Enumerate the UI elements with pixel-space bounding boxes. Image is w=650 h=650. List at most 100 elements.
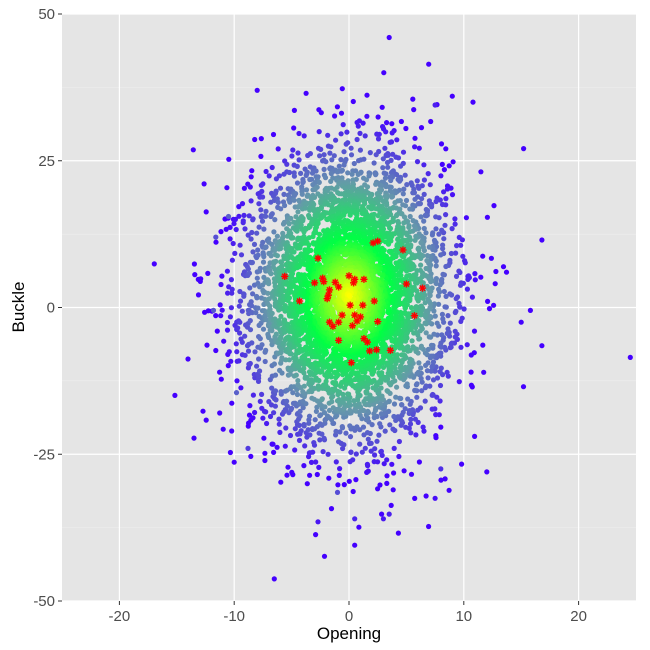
density-point — [384, 457, 390, 463]
density-point — [300, 389, 306, 395]
density-point — [185, 356, 191, 362]
density-point — [260, 259, 267, 265]
density-point — [292, 447, 298, 453]
density-point — [272, 283, 278, 289]
density-point — [424, 253, 430, 259]
density-point — [333, 459, 339, 465]
density-point — [255, 252, 261, 258]
density-point — [384, 480, 390, 486]
density-point — [263, 168, 269, 175]
density-point — [418, 262, 424, 268]
density-point — [336, 439, 342, 445]
density-point — [420, 244, 426, 250]
density-point — [291, 192, 297, 199]
density-point — [217, 410, 223, 416]
density-point — [412, 416, 418, 422]
density-point — [384, 388, 390, 394]
density-point — [384, 202, 390, 208]
density-point — [311, 194, 318, 200]
density-point — [375, 136, 382, 142]
density-point — [416, 336, 422, 342]
density-point — [245, 348, 252, 354]
density-point — [308, 459, 315, 465]
density-point — [367, 150, 373, 156]
density-point — [429, 392, 435, 398]
density-point — [252, 349, 258, 355]
density-point — [297, 408, 303, 414]
density-point — [377, 421, 383, 427]
density-point — [218, 229, 224, 235]
density-point — [269, 310, 275, 316]
density-point — [277, 429, 283, 435]
density-point — [386, 248, 392, 254]
density-point — [225, 290, 231, 296]
density-point — [385, 164, 391, 170]
density-point — [414, 159, 421, 165]
density-point — [430, 359, 437, 365]
density-point — [286, 221, 292, 227]
density-point — [224, 327, 231, 333]
density-point — [301, 383, 307, 389]
density-point — [284, 398, 290, 404]
density-point — [412, 237, 418, 243]
density-point — [231, 459, 237, 465]
density-point — [404, 182, 410, 188]
density-point — [417, 328, 423, 334]
density-point — [439, 311, 445, 317]
density-point — [273, 397, 279, 403]
density-point — [379, 511, 385, 517]
density-point — [218, 313, 224, 319]
density-point — [232, 250, 238, 256]
density-point — [365, 436, 371, 442]
density-point — [422, 320, 428, 326]
density-point — [426, 244, 432, 250]
density-point — [347, 423, 353, 429]
density-point — [356, 401, 362, 407]
density-point — [229, 286, 235, 292]
density-point — [337, 429, 343, 435]
density-point — [377, 182, 383, 188]
density-point — [242, 352, 248, 358]
density-point — [382, 175, 388, 181]
density-point — [314, 398, 320, 404]
density-point — [403, 197, 410, 204]
density-point — [318, 368, 324, 374]
density-point — [272, 372, 279, 378]
density-point — [328, 170, 334, 177]
density-point — [296, 157, 302, 163]
density-point — [429, 406, 435, 412]
density-point — [447, 320, 453, 326]
density-point — [347, 407, 353, 413]
density-point — [274, 233, 280, 239]
density-point — [218, 376, 224, 382]
density-point — [278, 206, 284, 212]
density-point — [332, 186, 338, 192]
density-point — [438, 278, 444, 284]
density-point — [390, 426, 396, 432]
density-point — [296, 130, 302, 137]
density-point — [255, 305, 261, 311]
density-point — [281, 219, 287, 225]
density-point — [256, 224, 262, 230]
density-point — [408, 430, 414, 436]
density-point — [279, 370, 285, 376]
density-point — [395, 530, 401, 536]
density-point — [301, 229, 307, 235]
density-point — [273, 331, 279, 337]
density-point — [423, 493, 429, 499]
density-point — [290, 235, 296, 241]
density-point — [292, 400, 298, 406]
density-point — [246, 412, 253, 418]
density-point — [285, 464, 291, 470]
density-point — [234, 349, 240, 355]
density-point — [255, 247, 261, 253]
density-point — [219, 307, 225, 313]
density-point — [237, 288, 243, 295]
density-point — [412, 387, 418, 393]
density-point — [227, 449, 233, 456]
density-point — [461, 306, 467, 312]
density-point — [396, 438, 402, 445]
density-point — [384, 473, 390, 479]
density-point — [250, 291, 256, 297]
density-point — [425, 296, 431, 302]
